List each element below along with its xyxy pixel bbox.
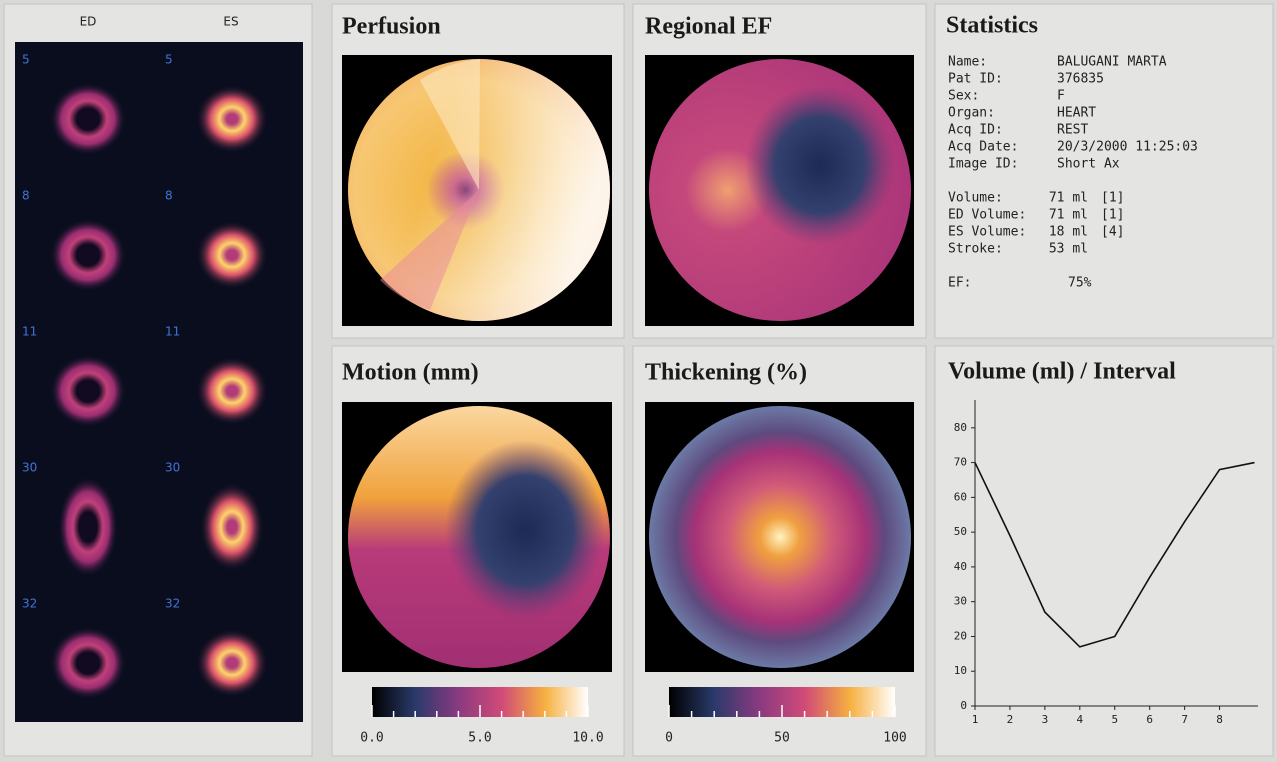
thickening-map <box>649 406 911 668</box>
slice-label: 30 <box>165 461 180 475</box>
slice-label: 5 <box>165 53 173 67</box>
stat-value: 376835 <box>1057 72 1104 87</box>
motion-low <box>445 440 605 620</box>
x-tick-label: 7 <box>1181 713 1188 726</box>
stat-label: EF: <box>948 276 971 291</box>
stat-label: Acq Date: <box>948 140 1018 155</box>
scale-label: 0 <box>665 731 673 746</box>
es-slice <box>196 357 268 425</box>
stat-label: ED Volume: <box>948 208 1026 223</box>
x-tick-label: 2 <box>1007 713 1014 726</box>
es-slice <box>200 483 264 571</box>
panel-title: Regional EF <box>645 14 772 40</box>
y-tick-label: 40 <box>954 560 967 573</box>
scale-label: 100 <box>883 731 906 746</box>
slice-label: 5 <box>22 53 30 67</box>
x-tick-label: 4 <box>1077 713 1084 726</box>
volume-line <box>974 461 1255 648</box>
stat-value: F <box>1057 89 1065 104</box>
perfusion-sector <box>380 190 479 310</box>
y-tick-label: 10 <box>954 664 967 677</box>
stat-label: Sex: <box>948 89 979 104</box>
x-tick-label: 8 <box>1216 713 1223 726</box>
y-tick-label: 30 <box>954 595 967 608</box>
stat-label: Name: <box>948 55 987 70</box>
ed-slice <box>50 355 126 427</box>
stat-label: Volume: <box>948 191 1003 206</box>
stat-value: 53 ml <box>1049 242 1088 257</box>
x-tick-label: 3 <box>1042 713 1049 726</box>
stat-value: BALUGANI MARTA <box>1057 55 1167 70</box>
slice-label: 30 <box>22 461 37 475</box>
ed-header: ED <box>80 15 97 29</box>
scale-label: 50 <box>774 731 790 746</box>
slice-label: 8 <box>22 189 30 203</box>
stat-value: REST <box>1057 123 1088 138</box>
slice-label: 11 <box>22 325 37 339</box>
chart-title: Volume (ml) / Interval <box>948 359 1176 385</box>
es-slice <box>196 85 268 153</box>
ed-slice <box>50 627 126 699</box>
perfusion-sector <box>420 59 480 190</box>
scale-label: 0.0 <box>360 731 383 746</box>
ed-slice <box>58 477 118 577</box>
stat-label: Image ID: <box>948 157 1018 172</box>
stat-value: 75% <box>1068 276 1092 291</box>
slice-label: 11 <box>165 325 180 339</box>
scale-label: 5.0 <box>468 731 491 746</box>
stat-value: 18 ml <box>1049 225 1088 240</box>
stat-label: Pat ID: <box>948 72 1003 87</box>
scale-label: 10.0 <box>572 731 603 746</box>
stat-label: Acq ID: <box>948 123 1003 138</box>
stat-ref: [4] <box>1101 225 1124 240</box>
stat-value: 71 ml <box>1049 191 1088 206</box>
panel-title: Motion (mm) <box>342 360 479 386</box>
stat-value: 20/3/2000 11:25:03 <box>1057 140 1198 155</box>
x-tick-label: 6 <box>1146 713 1153 726</box>
y-tick-label: 20 <box>954 629 967 642</box>
es-slice <box>196 221 268 289</box>
volume-panel <box>934 345 1274 757</box>
panel-title: Statistics <box>946 13 1038 39</box>
stat-label: Stroke: <box>948 242 1003 257</box>
es-slice <box>196 629 268 697</box>
es-header: ES <box>223 15 238 29</box>
regional-ef-low <box>745 85 895 245</box>
panel-title: Thickening (%) <box>645 360 807 386</box>
y-tick-label: 70 <box>954 456 967 469</box>
stat-ref: [1] <box>1101 191 1124 206</box>
slice-label: 8 <box>165 189 173 203</box>
ed-slice <box>50 83 126 155</box>
slice-label: 32 <box>22 597 37 611</box>
y-tick-label: 50 <box>954 525 967 538</box>
slice-label: 32 <box>165 597 180 611</box>
stat-label: ES Volume: <box>948 225 1026 240</box>
x-tick-label: 5 <box>1111 713 1118 726</box>
stat-ref: [1] <box>1101 208 1124 223</box>
y-tick-label: 0 <box>960 699 967 712</box>
x-tick-label: 1 <box>972 713 979 726</box>
stat-value: HEART <box>1057 106 1096 121</box>
y-tick-label: 60 <box>954 490 967 503</box>
stat-label: Organ: <box>948 106 995 121</box>
panel-title: Perfusion <box>342 14 441 40</box>
stat-value: Short Ax <box>1057 157 1120 172</box>
stat-value: 71 ml <box>1049 208 1088 223</box>
statistics-panel <box>934 3 1274 339</box>
ed-slice <box>50 219 126 291</box>
y-tick-label: 80 <box>954 421 967 434</box>
